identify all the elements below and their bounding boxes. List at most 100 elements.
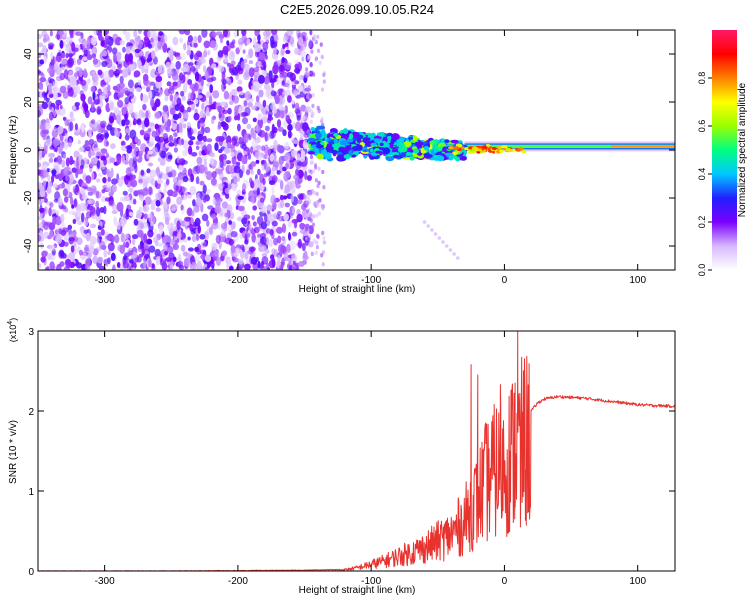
noise-speckle bbox=[226, 209, 231, 219]
noise-speckle bbox=[39, 204, 43, 214]
noise-speckle bbox=[241, 217, 248, 225]
signal-blob bbox=[433, 149, 439, 153]
spectrogram-x-ticks: -300 -200 -100 0 100 bbox=[95, 30, 646, 286]
noise-speckle bbox=[53, 147, 58, 152]
noise-speckle bbox=[226, 135, 232, 145]
noise-speckle bbox=[57, 197, 63, 206]
noise-speckle bbox=[234, 105, 240, 114]
noise-speckle bbox=[315, 245, 319, 250]
signal-blob bbox=[310, 127, 316, 132]
noise-speckle bbox=[105, 152, 109, 158]
noise-speckle bbox=[257, 113, 263, 121]
noise-speckle bbox=[221, 201, 228, 209]
noise-speckle bbox=[128, 45, 133, 54]
noise-speckle bbox=[239, 105, 245, 112]
signal-blob bbox=[338, 146, 345, 153]
noise-speckle bbox=[316, 105, 320, 111]
noise-speckle bbox=[76, 168, 84, 175]
signal-blob bbox=[434, 138, 439, 146]
noise-speckle bbox=[48, 157, 54, 163]
noise-speckle bbox=[182, 123, 187, 129]
noise-speckle bbox=[209, 226, 213, 236]
noise-speckle bbox=[107, 250, 111, 256]
noise-speckle bbox=[103, 205, 107, 215]
x-tick-label: 100 bbox=[629, 275, 646, 286]
noise-speckle bbox=[145, 110, 149, 119]
noise-speckle bbox=[89, 161, 94, 168]
noise-speckle bbox=[88, 133, 93, 139]
noise-speckle bbox=[303, 250, 308, 259]
noise-speckle bbox=[284, 202, 290, 208]
noise-speckle bbox=[224, 237, 232, 245]
noise-speckle bbox=[97, 225, 102, 231]
noise-speckle bbox=[133, 70, 141, 78]
noise-speckle bbox=[111, 178, 118, 185]
noise-speckle bbox=[211, 222, 219, 230]
noise-speckle bbox=[307, 70, 311, 76]
noise-speckle bbox=[85, 175, 92, 184]
signal-blob bbox=[375, 150, 383, 154]
noise-speckle bbox=[315, 240, 319, 245]
noise-speckle bbox=[130, 64, 136, 72]
noise-speckle bbox=[50, 52, 54, 60]
noise-speckle bbox=[252, 131, 257, 140]
noise-speckle bbox=[243, 263, 251, 270]
noise-speckle bbox=[227, 142, 232, 149]
noise-speckle bbox=[235, 247, 240, 255]
noise-speckle bbox=[313, 201, 317, 206]
noise-speckle bbox=[237, 195, 244, 200]
noise-speckle bbox=[84, 219, 89, 227]
noise-speckle bbox=[257, 260, 261, 269]
noise-speckle bbox=[143, 244, 150, 249]
noise-speckle bbox=[280, 198, 285, 209]
noise-speckle bbox=[251, 233, 256, 243]
noise-speckle bbox=[257, 74, 265, 84]
noise-speckle bbox=[165, 61, 171, 69]
noise-speckle bbox=[190, 210, 195, 217]
noise-speckle bbox=[256, 187, 260, 196]
noise-speckle bbox=[197, 260, 202, 268]
noise-speckle bbox=[219, 37, 224, 44]
noise-speckle bbox=[261, 256, 269, 265]
noise-speckle bbox=[180, 244, 186, 252]
noise-speckle bbox=[193, 42, 198, 48]
noise-speckle bbox=[171, 203, 178, 211]
noise-speckle bbox=[310, 49, 314, 54]
noise-speckle bbox=[117, 177, 124, 187]
noise-speckle bbox=[165, 165, 173, 173]
noise-speckle bbox=[222, 78, 227, 86]
y-tick-label: 0 bbox=[23, 147, 34, 153]
noise-speckle bbox=[278, 65, 286, 75]
noise-speckle bbox=[163, 187, 167, 196]
noise-speckle bbox=[38, 109, 41, 118]
signal-blob bbox=[398, 144, 404, 149]
noise-speckle bbox=[138, 30, 142, 35]
noise-speckle bbox=[100, 155, 107, 161]
tail-speck bbox=[433, 232, 438, 236]
noise-speckle bbox=[159, 254, 163, 263]
noise-speckle bbox=[195, 176, 200, 185]
noise-speckle bbox=[162, 105, 169, 112]
noise-speckle bbox=[38, 33, 42, 40]
noise-speckle bbox=[63, 154, 66, 159]
noise-speckle bbox=[69, 34, 74, 39]
noise-speckle bbox=[242, 151, 248, 155]
noise-speckle bbox=[157, 40, 162, 51]
noise-speckle bbox=[105, 235, 113, 241]
signal-blob bbox=[402, 141, 412, 148]
noise-speckle bbox=[287, 129, 292, 139]
colorbar-tick-label: 0.4 bbox=[697, 168, 707, 181]
noise-speckle bbox=[92, 90, 96, 101]
noise-speckle bbox=[196, 156, 203, 165]
noise-speckle bbox=[128, 187, 134, 193]
noise-speckle bbox=[287, 123, 293, 132]
snr-panel: -300 -200 -100 0 100 0 1 2 3 Height of straight… bbox=[7, 318, 676, 596]
noise-speckle bbox=[39, 230, 43, 237]
noise-speckle bbox=[48, 83, 53, 92]
noise-speckle bbox=[125, 31, 131, 41]
noise-speckle bbox=[215, 234, 221, 244]
noise-speckle bbox=[178, 165, 184, 172]
x-tick-label: 0 bbox=[502, 275, 508, 286]
noise-speckle bbox=[246, 123, 252, 130]
noise-speckle bbox=[69, 75, 77, 86]
